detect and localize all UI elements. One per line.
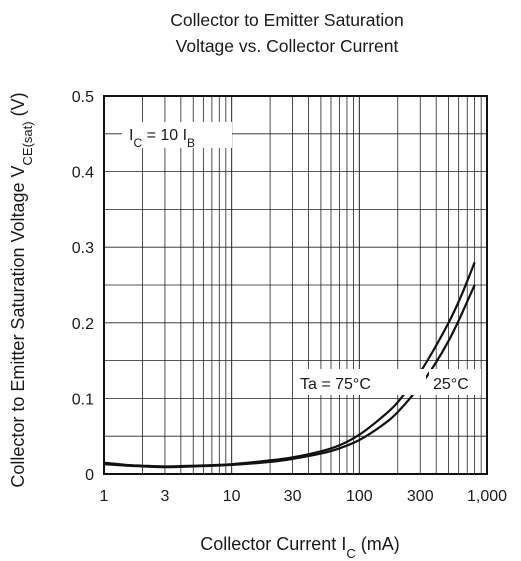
x-tick-label: 300 [407, 488, 434, 505]
x-tick-label: 1 [100, 488, 109, 505]
grid [104, 96, 487, 474]
series-label-25c-background [429, 369, 481, 395]
x-axis-label: Collector Current IC (mA) [200, 534, 399, 561]
x-tick-label: 10 [223, 488, 241, 505]
series-label-25c: 25°C [433, 376, 469, 393]
x-tick-label: 3 [160, 488, 169, 505]
x-tick-label: 30 [284, 488, 302, 505]
series-curves [103, 261, 476, 469]
x-tick-labels: 1 3 10 30 100 300 1,000 [100, 488, 508, 505]
x-tick-label: 100 [346, 488, 373, 505]
y-tick-label: 0 [85, 467, 94, 484]
chart-title-line-1: Collector to Emitter Saturation [170, 10, 403, 30]
chart-title-line-2: Voltage vs. Collector Current [176, 36, 399, 56]
plot-frame [103, 95, 488, 475]
series-label-75c: Ta = 75°C [300, 376, 371, 393]
x-tick-label: 1,000 [467, 488, 507, 505]
y-tick-label: 0.5 [72, 89, 94, 106]
y-tick-label: 0.2 [72, 316, 94, 333]
y-tick-label: 0.4 [72, 165, 94, 182]
series-line-25c [103, 284, 476, 469]
y-tick-labels: 0 0.1 0.2 0.3 0.4 0.5 [72, 89, 94, 484]
y-tick-label: 0.1 [72, 391, 94, 408]
condition-label-background [122, 122, 232, 148]
y-tick-label: 0.3 [72, 240, 94, 257]
y-axis-label: Collector to Emitter Saturation Voltage … [8, 92, 35, 487]
series-label-75c-background [297, 369, 426, 395]
condition-label: IC = 10 IB [129, 127, 195, 150]
